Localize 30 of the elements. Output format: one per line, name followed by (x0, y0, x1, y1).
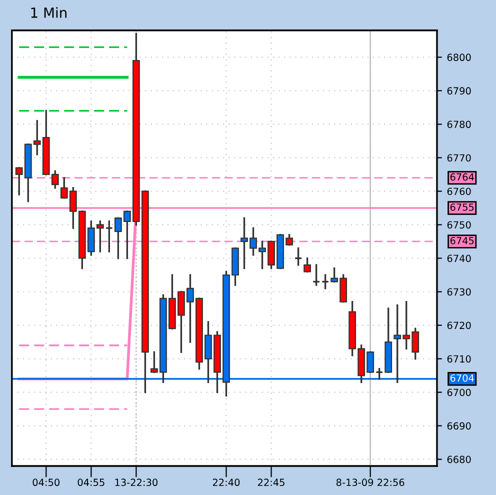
ref-line-label: 6764 (450, 173, 474, 181)
y-tick-label: 6800 (447, 54, 471, 62)
y-tick-label: 6710 (447, 355, 471, 363)
candlestick (375, 368, 384, 380)
candlestick (294, 247, 302, 266)
x-tick-label: 22:40 (212, 478, 240, 486)
ref-line-label: 6755 (450, 203, 474, 211)
x-tick-label: 13-22:30 (115, 478, 158, 486)
ref-line-label: 6704 (450, 374, 474, 382)
y-tick-label: 6730 (447, 288, 471, 296)
y-tick-label: 6720 (447, 322, 471, 330)
y-tick-label: 6680 (447, 456, 471, 464)
x-tick-label: 04:50 (32, 478, 60, 486)
y-tick-label: 6700 (447, 388, 471, 396)
y-tick-label: 6750 (447, 221, 471, 229)
x-tick-label: 22:45 (258, 478, 284, 486)
x-tick-label: 8-13-09 22:56 (336, 478, 404, 486)
y-tick-label: 6770 (447, 154, 471, 162)
x-tick-label: 04:55 (78, 478, 104, 486)
y-tick-label: 6760 (447, 188, 471, 196)
candlestick (321, 274, 330, 290)
ref-line-label: 6745 (450, 236, 474, 244)
chart-title: 1 Min (31, 7, 66, 18)
y-tick-label: 6690 (447, 422, 471, 430)
candlestick (312, 264, 320, 286)
candlestick (105, 220, 114, 252)
y-tick-label: 6780 (447, 120, 471, 128)
candlestick (304, 257, 311, 272)
y-tick-label: 6740 (447, 254, 471, 262)
y-tick-label: 6790 (447, 87, 471, 95)
